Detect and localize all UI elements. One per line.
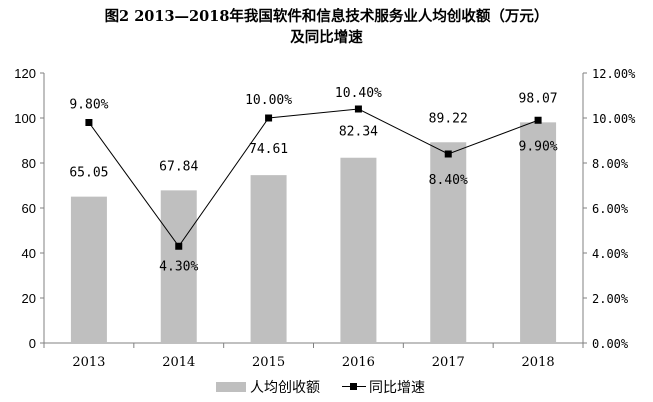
growth-marker (265, 114, 273, 122)
bar-data-label: 65.05 (69, 166, 108, 181)
line-data-label: 10.00% (245, 93, 292, 108)
legend-item-line: 同比增速 (342, 376, 425, 398)
bar-data-label: 67.84 (159, 159, 198, 174)
growth-marker (444, 150, 452, 158)
y-tick-left-label: 20 (22, 291, 36, 306)
line-data-label: 8.40% (429, 173, 468, 188)
y-tick-left-label: 60 (22, 201, 36, 216)
bar-value (520, 122, 557, 343)
bar-value (250, 175, 287, 343)
y-tick-left-label: 40 (22, 246, 36, 261)
legend-swatch-line (342, 381, 366, 393)
bar-data-label: 82.34 (339, 125, 378, 140)
bar-value (160, 190, 197, 343)
x-tick-label: 2013 (72, 355, 105, 370)
bar-value (70, 196, 107, 343)
y-tick-right-label: 6.00% (592, 202, 629, 216)
line-data-label: 4.30% (159, 259, 198, 274)
growth-marker (534, 116, 542, 124)
bar-value (340, 157, 377, 343)
y-tick-left-label: 120 (14, 66, 36, 81)
legend-swatch-bar (216, 382, 246, 392)
y-tick-left-label: 0 (29, 336, 36, 351)
line-data-label: 9.90% (519, 139, 558, 154)
y-tick-right-label: 12.00% (592, 67, 636, 81)
legend-label-bar: 人均创收额 (250, 380, 320, 396)
chart-plot: 0 20 40 60 80 100 120 0.00% 2.00% 4.00% 6.00% 8.00%… (14, 66, 636, 370)
chart-title: 图2 2013—2018年我国软件和信息技术服务业人均创收额（万元） 及同比增速 (0, 6, 653, 48)
line-data-label: 10.40% (335, 86, 382, 101)
y-tick-right-label: 8.00% (592, 157, 629, 171)
growth-line (88, 108, 539, 248)
chart-title-line1: 图2 2013—2018年我国软件和信息技术服务业人均创收额（万元） (104, 8, 549, 25)
legend: 人均创收额 同比增速 (0, 376, 653, 398)
growth-marker (85, 119, 93, 126)
y-tick-right-label: 10.00% (592, 112, 636, 126)
x-tick-label: 2014 (162, 355, 195, 370)
legend-item-bar: 人均创收额 (216, 376, 320, 398)
growth-marker (175, 242, 183, 250)
y-tick-left-label: 80 (22, 156, 36, 171)
bar-data-label: 74.61 (249, 142, 288, 157)
y-tick-right-label: 4.00% (592, 247, 629, 261)
bar-data-label: 98.07 (519, 91, 558, 106)
y-tick-right-label: 2.00% (592, 292, 629, 306)
legend-label-line: 同比增速 (369, 380, 425, 396)
y-tick-left-label: 100 (14, 111, 36, 126)
y-tick-right-label: 0.00% (592, 337, 629, 351)
line-data-label: 9.80% (69, 98, 108, 113)
x-tick-label: 2017 (432, 355, 465, 370)
growth-marker (354, 105, 362, 113)
bar-data-label: 89.22 (429, 111, 468, 126)
chart-title-line2: 及同比增速 (290, 29, 363, 46)
x-tick-label: 2016 (342, 355, 375, 370)
x-tick-label: 2018 (522, 355, 555, 370)
bar-value (430, 142, 467, 343)
x-tick-label: 2015 (252, 355, 285, 370)
